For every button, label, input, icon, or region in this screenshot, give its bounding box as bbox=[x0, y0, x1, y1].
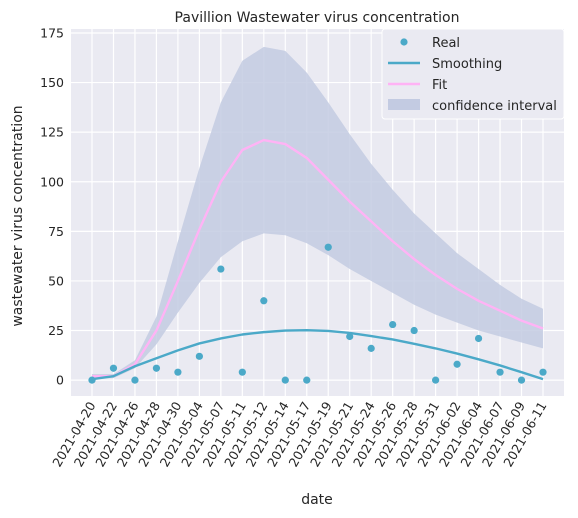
legend-fit-label: Fit bbox=[432, 78, 447, 93]
real-data-point bbox=[217, 265, 225, 273]
y-tick-label: 50 bbox=[48, 273, 64, 288]
y-tick-label: 150 bbox=[40, 75, 64, 90]
fit-line bbox=[92, 138, 544, 378]
real-data-point bbox=[174, 368, 182, 376]
chart-title: Pavillion Wastewater virus concentration bbox=[175, 10, 460, 26]
real-data-point bbox=[195, 352, 203, 360]
real-data-point bbox=[346, 332, 354, 341]
real-data-point bbox=[453, 360, 461, 368]
legend-smoothing-label: Smoothing bbox=[432, 57, 502, 72]
x-tick-labels: 2021-04-202021-04-222021-04-262021-04-28… bbox=[49, 399, 549, 469]
real-data-point bbox=[474, 334, 483, 343]
y-tick-label: 125 bbox=[40, 125, 64, 140]
real-points-layer bbox=[88, 243, 547, 384]
y-tick-label: 25 bbox=[48, 323, 64, 338]
confidence-band-layer bbox=[92, 46, 543, 379]
legend-real-label: Real bbox=[432, 36, 460, 51]
smoothing-line-layer bbox=[91, 328, 544, 381]
real-data-point bbox=[303, 376, 311, 384]
fit-line-layer bbox=[92, 138, 544, 378]
real-data-point bbox=[238, 368, 246, 376]
real-data-point bbox=[539, 368, 547, 376]
y-tick-label: 75 bbox=[48, 224, 64, 239]
real-data-point bbox=[109, 364, 118, 372]
legend-ci-marker bbox=[388, 99, 420, 110]
real-data-point bbox=[324, 243, 332, 251]
legend-ci-label: confidence interval bbox=[432, 99, 557, 114]
legend-real-marker bbox=[400, 38, 408, 46]
real-data-point bbox=[517, 376, 526, 384]
legend-box bbox=[381, 28, 565, 120]
smoothing-line bbox=[91, 328, 544, 381]
real-data-point bbox=[496, 368, 504, 376]
y-tick-labels: 0 25 50 75 100 125 150 175 bbox=[40, 25, 64, 387]
real-data-point bbox=[131, 376, 139, 384]
y-tick-label: 100 bbox=[40, 174, 64, 189]
y-tick-label: 175 bbox=[40, 25, 64, 40]
confidence-interval-band bbox=[92, 46, 543, 379]
y-tick-label: 0 bbox=[56, 373, 64, 388]
real-data-point bbox=[432, 376, 440, 384]
x-axis-title: date bbox=[301, 492, 333, 508]
real-data-point bbox=[88, 376, 96, 384]
real-data-point bbox=[367, 344, 375, 352]
legend: Real Smoothing Fit confidence interval bbox=[381, 28, 565, 120]
y-axis-title: wastewater virus concentration bbox=[10, 105, 26, 326]
real-data-point bbox=[152, 364, 161, 372]
real-data-point bbox=[410, 326, 418, 335]
real-data-point bbox=[260, 297, 268, 305]
real-data-point bbox=[389, 320, 397, 329]
real-data-point bbox=[281, 376, 289, 384]
